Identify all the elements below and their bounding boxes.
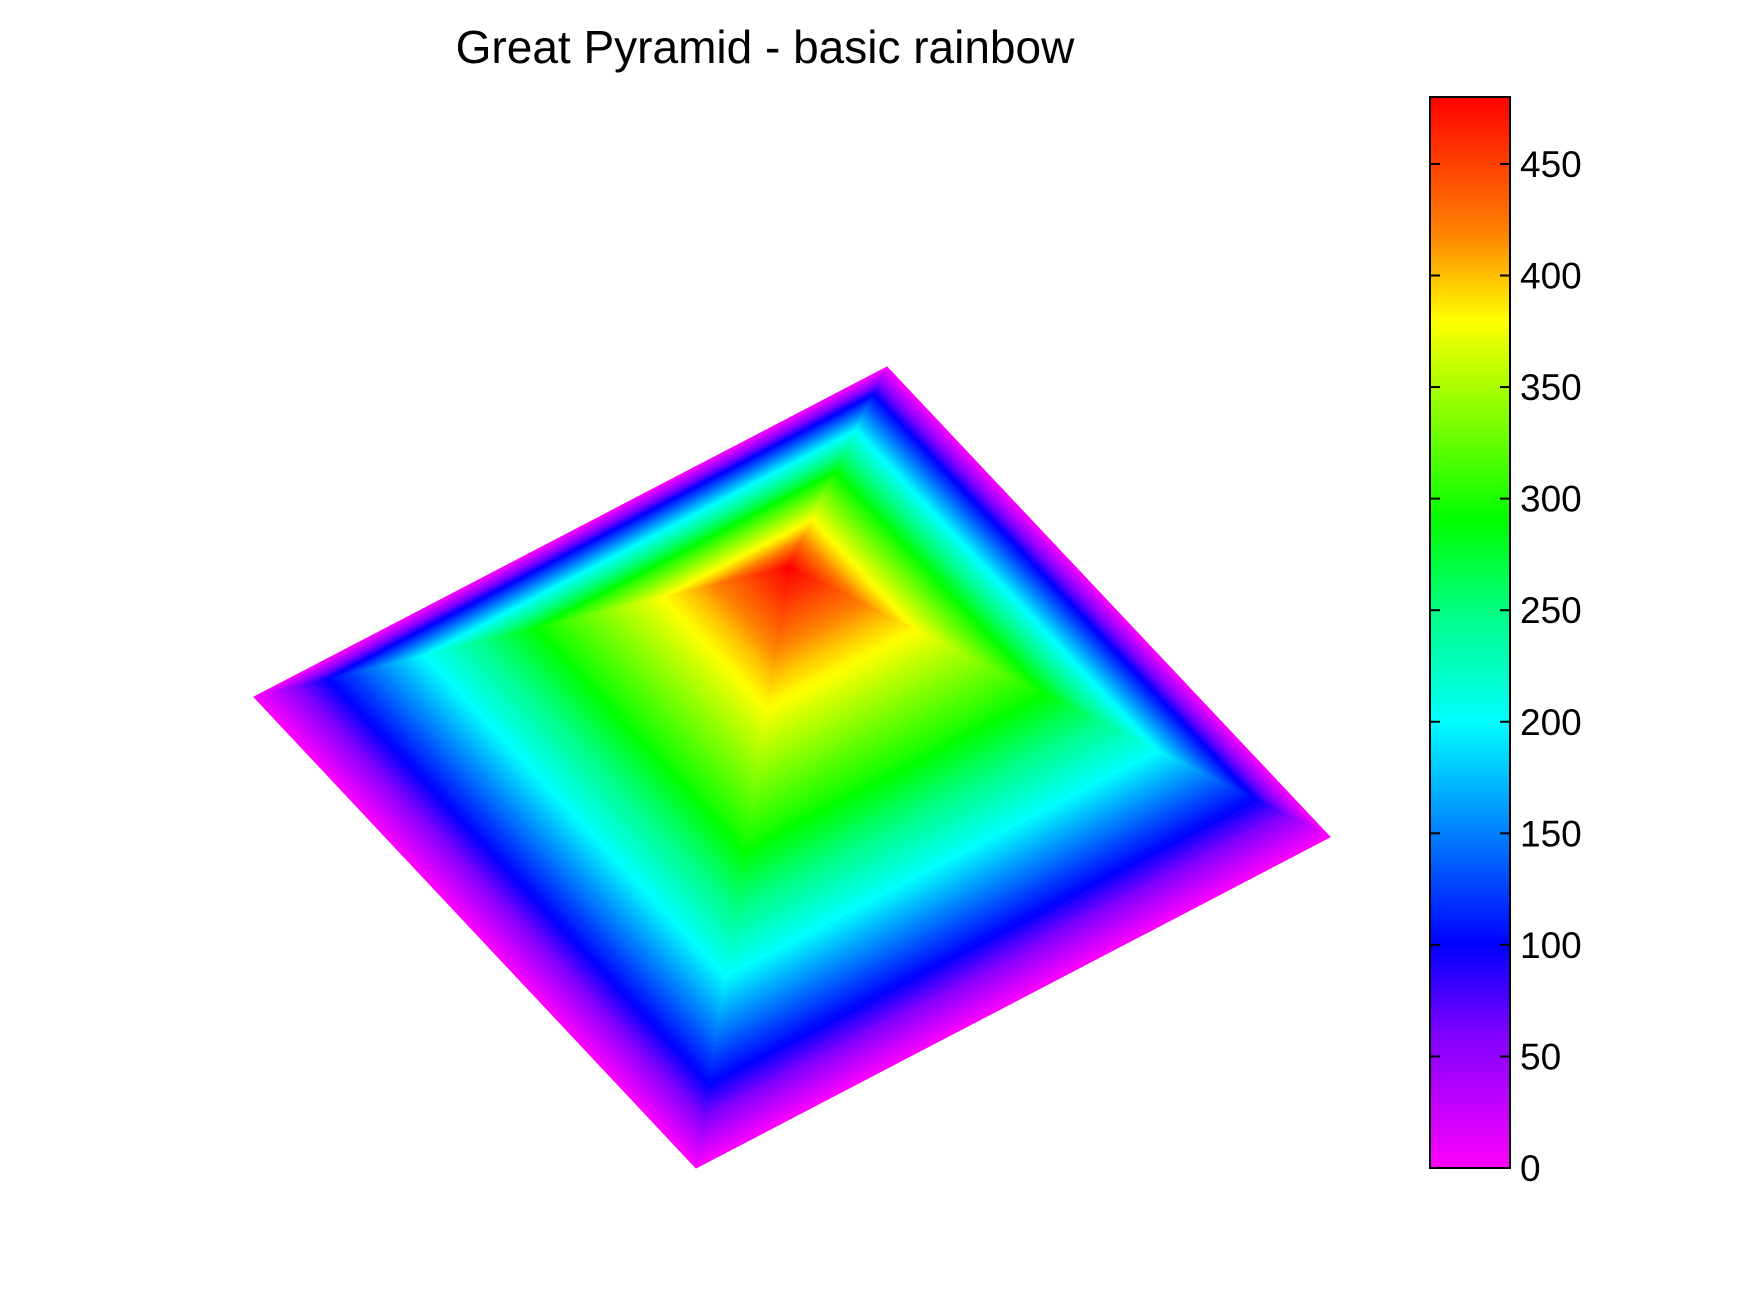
pyramid-peak bbox=[783, 565, 795, 573]
colorbar-tick-label: 450 bbox=[1520, 144, 1582, 185]
colorbar-tick-label: 350 bbox=[1520, 367, 1582, 408]
colorbar-gradient bbox=[1429, 96, 1511, 1169]
colorbar: 0 50 100 150 200 250 300 350 400 450 bbox=[1429, 96, 1582, 1189]
colorbar-tick-label: 300 bbox=[1520, 479, 1582, 520]
colorbar-tick-label: 50 bbox=[1520, 1036, 1561, 1077]
colorbar-ticks: 0 50 100 150 200 250 300 350 400 450 bbox=[1430, 144, 1582, 1189]
colorbar-tick-label: 400 bbox=[1520, 256, 1582, 297]
colorbar-tick-label: 200 bbox=[1520, 702, 1582, 743]
chart-title: Great Pyramid - basic rainbow bbox=[456, 21, 1075, 73]
colorbar-tick-label: 250 bbox=[1520, 590, 1582, 631]
colorbar-tick-label: 150 bbox=[1520, 813, 1582, 854]
colorbar-tick-label: 0 bbox=[1520, 1148, 1541, 1189]
pyramid-surface bbox=[253, 366, 1331, 1169]
colorbar-tick-label: 100 bbox=[1520, 925, 1582, 966]
